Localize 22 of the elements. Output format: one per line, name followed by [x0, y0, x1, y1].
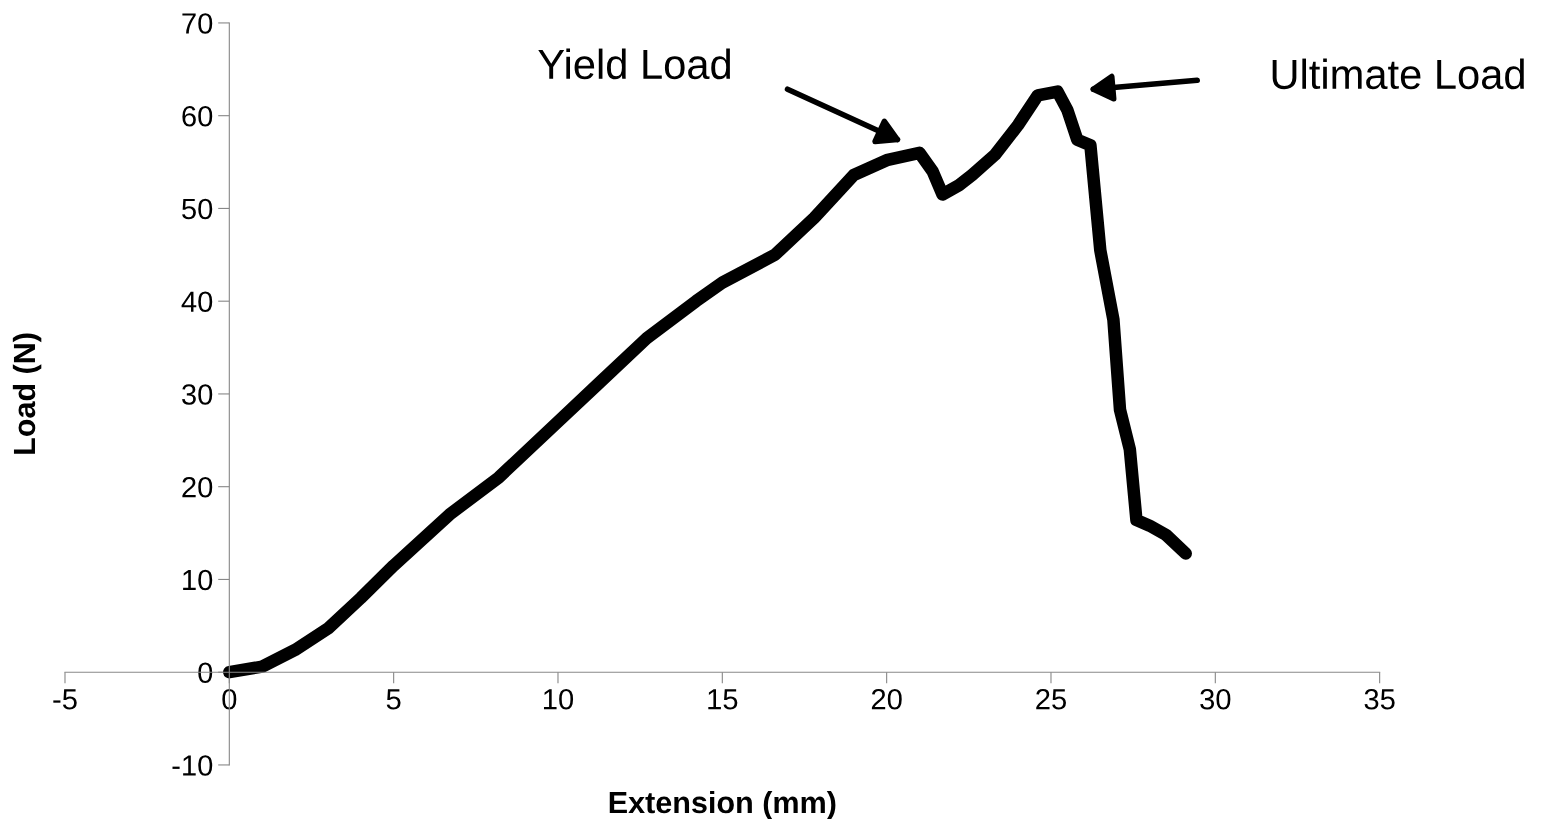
annotation: Ultimate Load: [1272, 58, 1524, 90]
x-tick-label: 30: [1200, 688, 1231, 710]
y-tick-label: 60: [182, 105, 213, 127]
x-tick-label: 15: [708, 689, 738, 710]
y-tick-label: 70: [182, 13, 213, 34]
x-tick-label: 10: [543, 688, 574, 710]
y-tick-label: -10: [172, 755, 213, 776]
x-tick-label: 20: [871, 688, 902, 710]
y-tick-label: 10: [183, 569, 213, 591]
x-tick-label: 0: [222, 688, 237, 710]
y-tick-label: 50: [182, 198, 213, 220]
annotation: Yield Load: [538, 48, 730, 80]
x-axis-title: Extension (mm): [609, 790, 836, 819]
x-tick-label: 25: [1036, 688, 1066, 710]
y-tick-label: 40: [181, 291, 213, 313]
y-tick-label: 20: [182, 476, 213, 498]
x-tick-label: 35: [1364, 688, 1395, 710]
y-tick-label: 30: [182, 384, 213, 405]
y-tick-label: 0: [198, 662, 213, 684]
x-tick-label: 5: [386, 689, 401, 710]
y-axis-title: Load (N): [12, 333, 42, 454]
x-tick-label: -5: [53, 689, 77, 710]
